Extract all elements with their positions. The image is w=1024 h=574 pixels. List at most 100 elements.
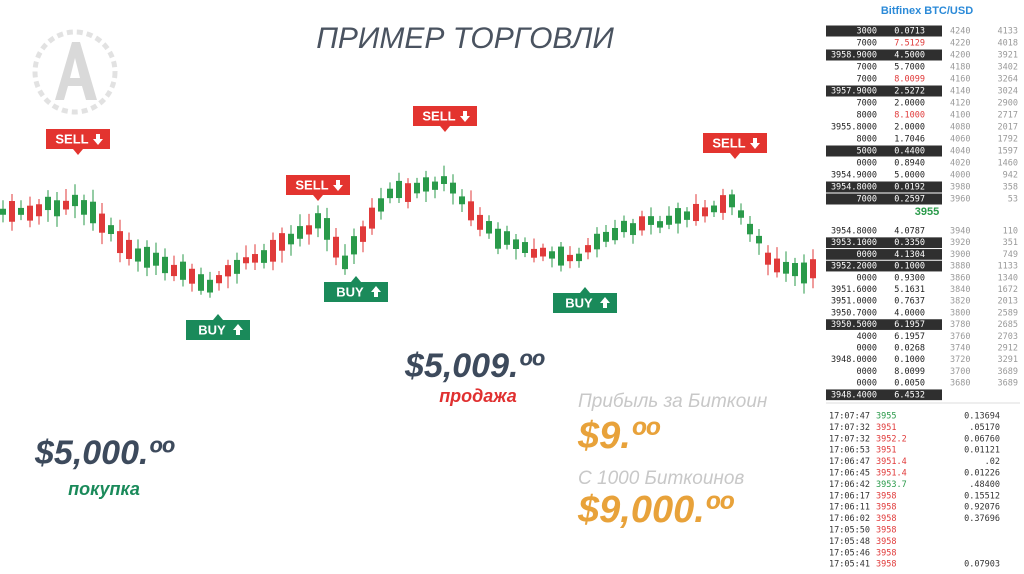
badge-arrow: [600, 297, 610, 308]
candle: [180, 261, 186, 280]
order-cell: 1340: [998, 273, 1018, 283]
candle: [261, 250, 267, 263]
trade-price: 3955: [876, 412, 896, 422]
logo: [32, 29, 118, 115]
trade-amount: .05170: [969, 423, 1000, 433]
order-cell: 4.0000: [894, 308, 925, 318]
candle: [450, 182, 456, 194]
order-cell: 7.5129: [894, 39, 925, 49]
profit-caption: С 1000 Биткоинов: [578, 468, 744, 489]
order-cell: 4200: [950, 51, 970, 61]
candle: [18, 207, 24, 215]
candle: [405, 183, 411, 202]
trade-price: 3952.2: [876, 434, 907, 444]
candle: [801, 262, 807, 284]
candle: [126, 239, 132, 259]
candle: [135, 248, 141, 262]
candle: [441, 176, 447, 184]
order-cell: 4133: [998, 27, 1018, 37]
order-cell: 0000: [857, 344, 877, 354]
candle: [99, 213, 105, 233]
badge-box: [46, 129, 110, 149]
row-highlight: [826, 260, 942, 272]
order-cell: 3948.0000: [831, 355, 877, 365]
candle: [81, 200, 87, 215]
order-cell: 3689: [998, 367, 1018, 377]
order-cell: 0.7637: [894, 297, 925, 307]
candle: [432, 181, 438, 190]
order-cell: 3921: [998, 51, 1018, 61]
order-cell: 3951.0000: [831, 297, 877, 307]
sale-label: продажа: [439, 386, 517, 406]
candle: [297, 226, 303, 239]
order-cell: 7000: [857, 99, 877, 109]
candle: [792, 263, 798, 277]
signal-badge: SELL: [703, 133, 767, 159]
candle: [612, 227, 618, 241]
order-cell: 2.0000: [894, 123, 925, 133]
candle: [396, 180, 402, 199]
badge-label: BUY: [198, 322, 226, 337]
badge-label: BUY: [336, 284, 364, 299]
order-cell: 1597: [998, 147, 1018, 157]
candle: [144, 246, 150, 268]
order-cell: 3940: [950, 227, 970, 237]
order-cell: 358: [1003, 183, 1018, 193]
order-cell: 0.8940: [894, 159, 925, 169]
badge-box: [324, 282, 388, 302]
trade-amount: 0.13694: [964, 412, 1000, 422]
candle: [360, 226, 366, 242]
order-cell: 3402: [998, 63, 1018, 73]
candle: [9, 201, 15, 222]
order-cell: 6.4532: [894, 390, 925, 400]
trade-time: 17:05:48: [829, 537, 870, 547]
order-cell: 7000: [857, 63, 877, 73]
order-cell: 2912: [998, 344, 1018, 354]
signal-badge: BUY: [324, 276, 388, 302]
order-cell: 0000: [857, 250, 877, 260]
order-cell: 3951.6000: [831, 285, 877, 295]
badge-arrow: [93, 134, 103, 145]
candlestick-chart: [0, 165, 816, 298]
order-cell: 8.1000: [894, 111, 925, 121]
candle: [315, 213, 321, 229]
candle: [594, 233, 600, 250]
order-cell: 3740: [950, 344, 970, 354]
trade-time: 17:06:45: [829, 469, 870, 479]
candle: [108, 225, 114, 235]
order-cell: 5000: [857, 147, 877, 157]
candle: [810, 259, 816, 279]
order-cell: 3958.9000: [831, 51, 877, 61]
trade-time: 17:05:46: [829, 548, 870, 558]
order-cell: 3780: [950, 320, 970, 330]
signal-badge: BUY: [553, 287, 617, 313]
candle: [423, 177, 429, 192]
order-cell: 0000: [857, 367, 877, 377]
order-cell: 3880: [950, 262, 970, 272]
order-cell: 3920: [950, 238, 970, 248]
candle: [504, 231, 510, 245]
order-cell: 3720: [950, 355, 970, 365]
sale-price: $5,009.ºº: [404, 347, 545, 385]
badge-pointer: [73, 149, 83, 155]
trade-amount: 0.01121: [964, 446, 1000, 456]
candle: [738, 210, 744, 218]
candle: [252, 254, 258, 263]
order-cell: 6.1957: [894, 332, 925, 342]
candle: [531, 248, 537, 258]
order-cell: 3024: [998, 87, 1018, 97]
order-cell: 7000: [857, 39, 877, 49]
order-cell: 6.1957: [894, 320, 925, 330]
candle: [522, 242, 528, 254]
signal-badge: SELL: [413, 106, 477, 132]
order-cell: 2589: [998, 308, 1018, 318]
candle: [234, 259, 240, 274]
candle: [549, 251, 555, 259]
badge-pointer: [213, 314, 223, 320]
candle: [243, 257, 249, 264]
candle: [207, 279, 213, 293]
trade-amount: 0.92076: [964, 503, 1000, 513]
trade-price: 3958: [876, 503, 896, 513]
order-cell: 3952.2000: [831, 262, 877, 272]
order-cell: 3291: [998, 355, 1018, 365]
